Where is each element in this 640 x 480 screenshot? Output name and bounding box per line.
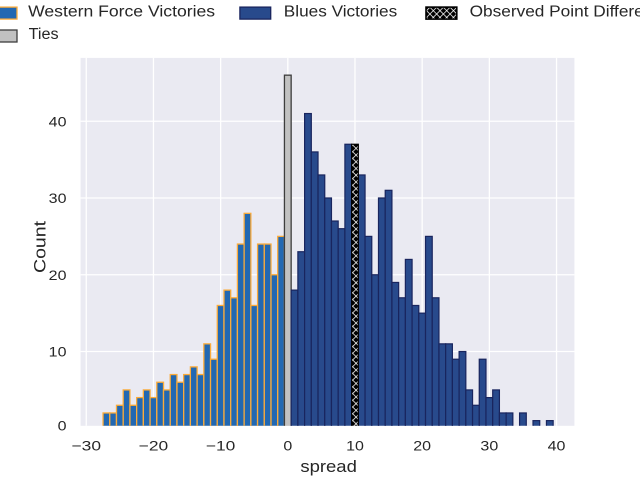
svg-text:20: 20 xyxy=(49,267,67,283)
svg-text:40: 40 xyxy=(548,438,566,454)
svg-text:10: 10 xyxy=(346,438,364,454)
svg-text:Count: Count xyxy=(30,221,49,273)
svg-text:30: 30 xyxy=(480,438,498,454)
svg-text:spread: spread xyxy=(300,457,357,476)
svg-text:10: 10 xyxy=(49,344,67,360)
svg-text:Ties: Ties xyxy=(29,26,59,43)
svg-text:0: 0 xyxy=(283,438,292,454)
svg-text:30: 30 xyxy=(49,190,67,206)
svg-text:−20: −20 xyxy=(139,438,169,454)
svg-text:−10: −10 xyxy=(206,438,236,454)
svg-text:Blues Victories: Blues Victories xyxy=(284,3,398,20)
svg-text:20: 20 xyxy=(413,438,431,454)
svg-text:Observed Point Difference: Observed Point Difference xyxy=(470,3,640,20)
svg-text:0: 0 xyxy=(58,418,67,434)
svg-text:Western Force Victories: Western Force Victories xyxy=(28,3,215,20)
svg-text:40: 40 xyxy=(49,113,67,129)
svg-text:−30: −30 xyxy=(72,438,102,454)
